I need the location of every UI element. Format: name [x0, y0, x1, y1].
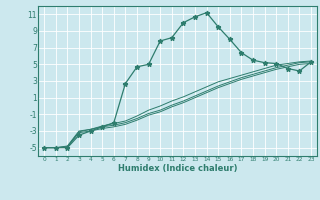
X-axis label: Humidex (Indice chaleur): Humidex (Indice chaleur) — [118, 164, 237, 173]
